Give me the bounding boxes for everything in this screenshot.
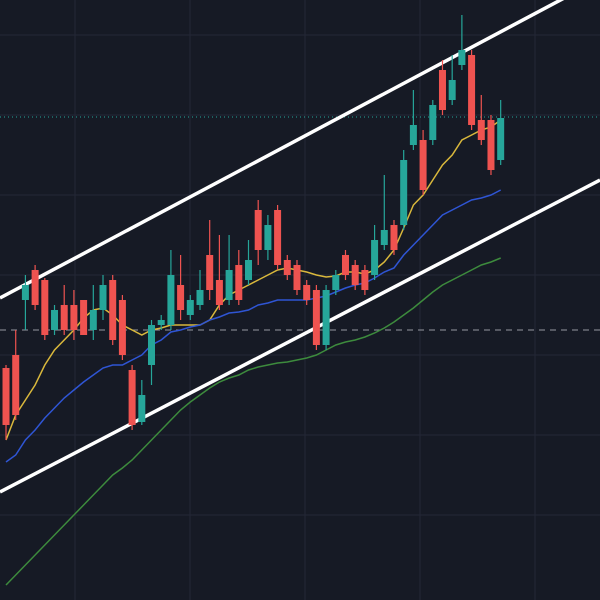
moving-average — [5, 189, 502, 463]
channel-line — [0, 0, 565, 300]
candle-body — [312, 290, 320, 345]
candle-body — [128, 370, 136, 425]
candle-body — [99, 285, 107, 310]
moving-average — [5, 257, 501, 586]
candle-body — [332, 275, 340, 290]
candle-body — [157, 320, 165, 325]
candle-body — [274, 210, 282, 265]
candle-body — [89, 310, 97, 330]
candle-body — [283, 260, 291, 275]
candle-body — [341, 255, 349, 275]
candle-body — [138, 395, 146, 422]
candle-body — [244, 260, 252, 280]
candle-body — [448, 80, 456, 100]
candle-body — [468, 55, 476, 125]
candle-body — [167, 275, 175, 325]
candle-body — [361, 270, 369, 290]
candle-body — [235, 265, 243, 300]
candle-body — [322, 290, 330, 345]
candle-body — [118, 300, 126, 355]
candle-body — [400, 160, 408, 225]
candle-body — [409, 125, 417, 145]
candle-body — [419, 140, 427, 190]
candle-body — [293, 265, 301, 290]
candle-body — [109, 280, 117, 340]
candle-body — [215, 280, 223, 305]
candle-body — [380, 230, 388, 245]
candle-body — [438, 70, 446, 110]
candle-body — [41, 280, 49, 335]
candle-body — [12, 355, 20, 415]
candle-body — [225, 270, 233, 300]
candle-body — [206, 255, 214, 290]
candle-body — [254, 210, 262, 250]
candle-body — [70, 305, 78, 330]
candle-body — [186, 300, 194, 315]
moving-average — [5, 119, 502, 441]
candle-body — [2, 368, 10, 425]
candle-body — [429, 105, 437, 140]
candle-body — [497, 118, 505, 160]
candle-body — [351, 265, 359, 285]
candle-body — [371, 240, 379, 275]
candle-body — [390, 225, 398, 250]
candle-body — [487, 120, 495, 170]
candle-body — [80, 300, 88, 335]
candle-body — [51, 310, 59, 330]
candle-body — [148, 325, 156, 365]
candle-body — [31, 270, 39, 305]
candle-body — [458, 50, 466, 65]
candle-body — [21, 285, 29, 300]
candle-body — [196, 290, 204, 305]
channel-line — [0, 178, 600, 494]
candle-body — [264, 225, 272, 250]
candle-body — [303, 285, 311, 300]
candle-body — [60, 305, 68, 330]
candle-body — [477, 120, 485, 140]
candle-body — [177, 285, 185, 310]
